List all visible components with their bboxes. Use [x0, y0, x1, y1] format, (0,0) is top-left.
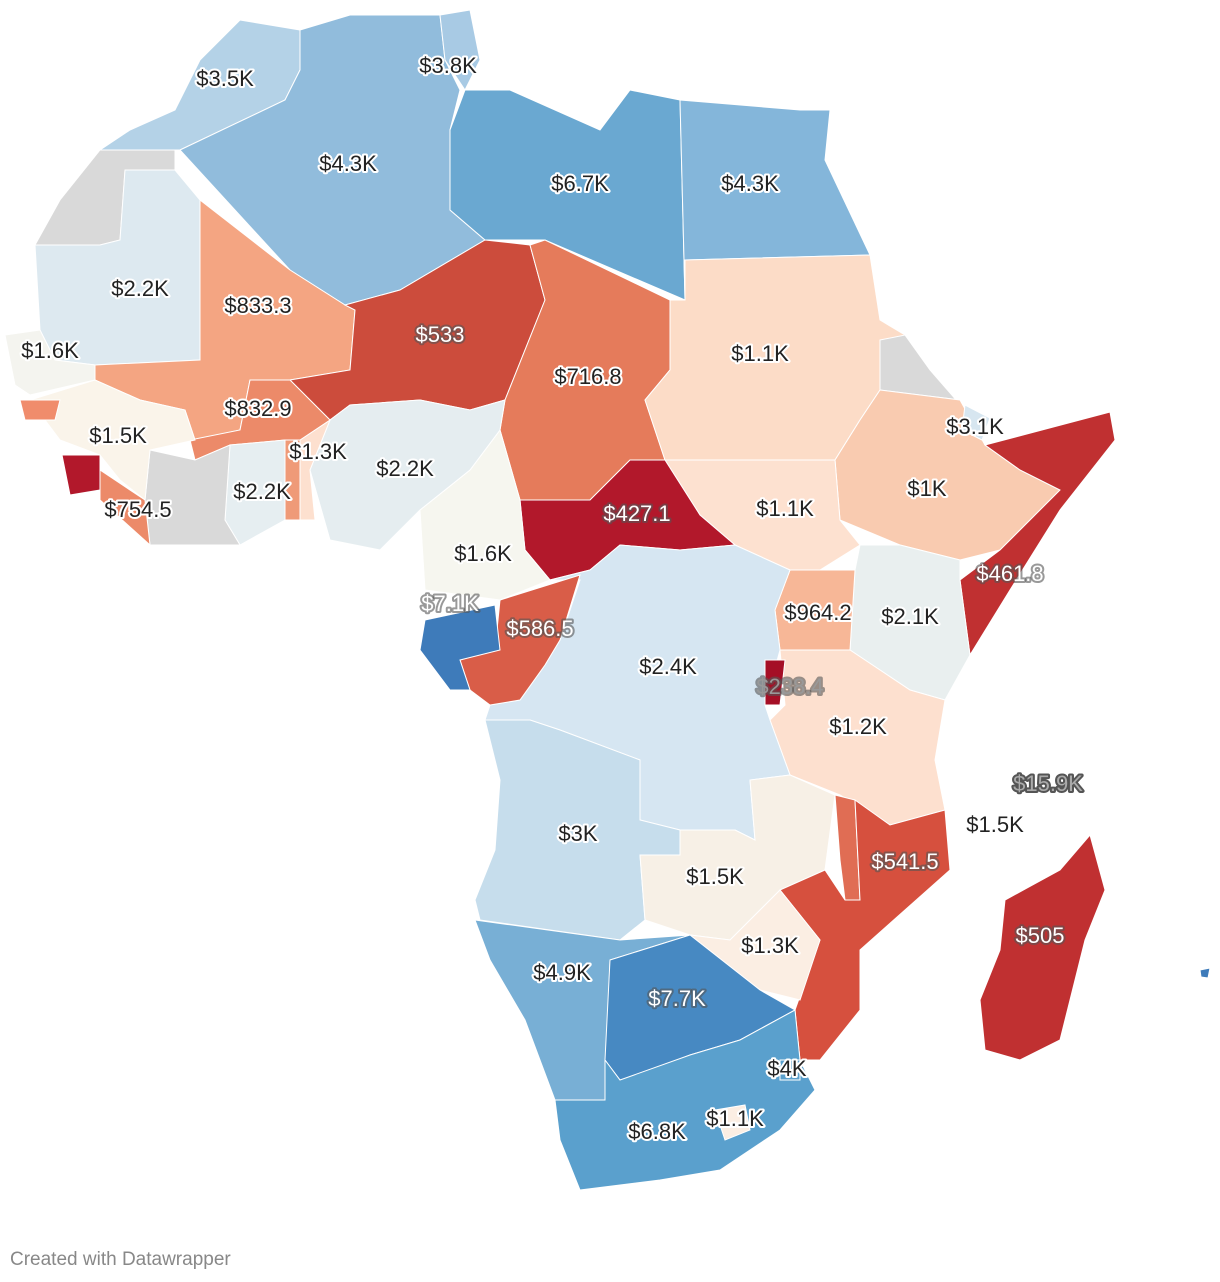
- region-label: $6.7K: [551, 171, 609, 196]
- region-label: $533: [416, 322, 465, 347]
- region-label: $2.2K: [111, 276, 169, 301]
- region-label: $2.2K: [233, 479, 291, 504]
- region-label: $4.3K: [721, 171, 779, 196]
- region-label: $7.7K: [648, 986, 706, 1011]
- region-label: $7.1K: [421, 591, 479, 616]
- region-label: $4.9K: [533, 960, 591, 985]
- region-label: $505: [1016, 923, 1065, 948]
- region: [764, 659, 786, 706]
- region-label: $461.8: [976, 561, 1043, 586]
- region: [29, 379, 196, 501]
- region-label: $964.2: [784, 600, 851, 625]
- region-label: $586.5: [506, 616, 573, 641]
- region-label: $1.5K: [686, 864, 744, 889]
- region: [419, 604, 501, 691]
- region-label: $1.1K: [756, 496, 814, 521]
- region: [309, 399, 506, 551]
- region: [979, 833, 1106, 1061]
- region-label: $1.6K: [454, 541, 512, 566]
- region-label: $1.5K: [89, 423, 147, 448]
- region-label: $2.4K: [639, 654, 697, 679]
- region-label: $427.1: [603, 501, 670, 526]
- region: [961, 404, 991, 441]
- region: [779, 1059, 801, 1081]
- region-label: $1.2K: [829, 714, 887, 739]
- region-label: $1K: [907, 476, 946, 501]
- region-label: $6.8K: [628, 1119, 686, 1144]
- region: [4, 329, 96, 396]
- region-label: $3.8K: [419, 53, 477, 78]
- region: [144, 444, 241, 546]
- region-labels: $3.5K $4.3K $3.8K $6.7K $4.3K $2.2K $833.3 $533…: [19, 51, 1085, 1146]
- region: [1199, 967, 1211, 979]
- region: [189, 379, 331, 461]
- region-label: $4K: [767, 1056, 806, 1081]
- region-label: $1.5K: [966, 812, 1024, 837]
- region-label: $4.3K: [319, 151, 377, 176]
- region: [554, 1009, 816, 1191]
- regions: [4, 9, 1211, 1191]
- region-label: $754.5: [104, 497, 171, 522]
- region-label: $833.3: [224, 293, 291, 318]
- region-label: $3.1K: [946, 414, 1004, 439]
- region-label: $1.6K: [21, 338, 79, 363]
- region-label: $541.5: [871, 849, 938, 874]
- region: [439, 9, 481, 91]
- region-label: $2.2K: [376, 456, 434, 481]
- footer: Created with Datawrapper: [10, 1249, 231, 1270]
- region-label: $1.3K: [289, 439, 347, 464]
- region-label: $1.1K: [706, 1106, 764, 1131]
- region-label: $3K: [558, 821, 597, 846]
- region-label: $238.4: [756, 674, 823, 699]
- region-label: $3.5K: [196, 66, 254, 91]
- region-label: $1.3K: [741, 933, 799, 958]
- region-label: $2.1K: [881, 604, 939, 629]
- region-label: $15.9K: [1013, 771, 1083, 796]
- region: [19, 399, 61, 421]
- region-label: $832.9: [224, 396, 291, 421]
- region-label: $716.8: [554, 364, 621, 389]
- region: [61, 454, 101, 496]
- region: [714, 1104, 751, 1141]
- region-label: $1.1K: [731, 341, 789, 366]
- region: [99, 469, 151, 547]
